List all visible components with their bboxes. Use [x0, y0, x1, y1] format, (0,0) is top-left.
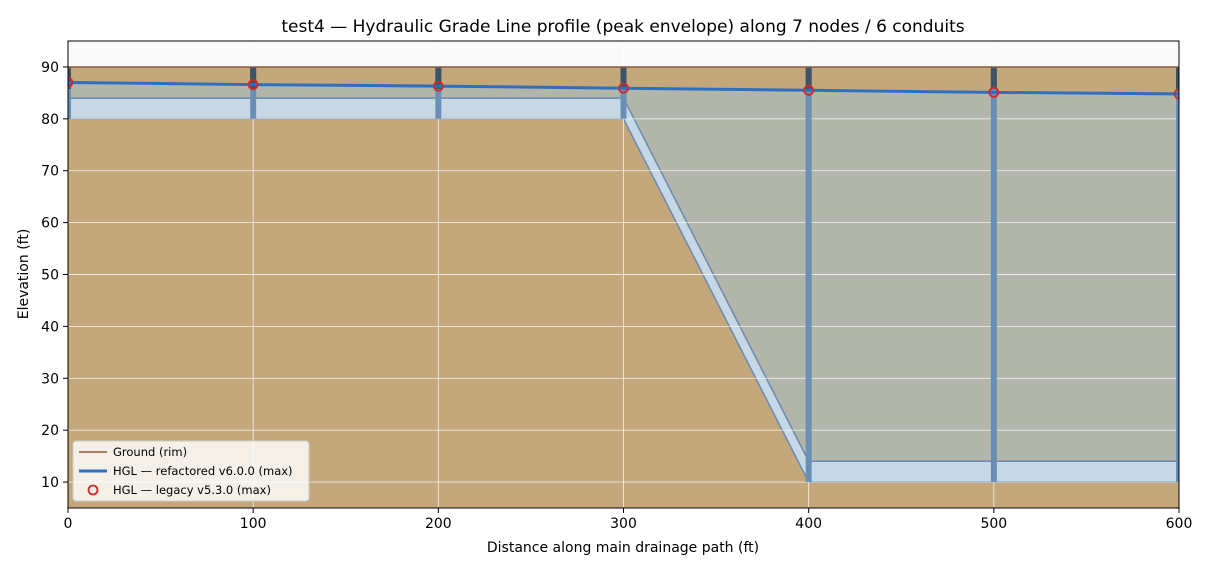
water-fill — [68, 82, 1179, 462]
node-top — [620, 66, 627, 89]
conduit — [993, 460, 1179, 483]
hgl-legacy-marker — [1173, 88, 1179, 100]
conduit — [68, 97, 254, 120]
y-tick-label: 20 — [41, 423, 59, 439]
x-tick-label: 600 — [1166, 516, 1193, 532]
x-tick-label: 500 — [980, 516, 1007, 532]
conduit — [437, 97, 625, 120]
hgl-legacy-marker — [803, 84, 815, 96]
y-tick-label: 30 — [41, 371, 59, 387]
hgl-legacy-marker — [988, 86, 1000, 98]
node-shaft — [250, 66, 257, 119]
legend-box — [72, 440, 310, 502]
node-top — [805, 66, 812, 89]
node-shaft — [805, 66, 812, 483]
legend-swatch-hgl-legacy — [87, 484, 99, 496]
hgl-legacy-marker — [618, 82, 629, 94]
chart-title: test4 — Hydraulic Grade Line profile (pe… — [281, 17, 964, 37]
hgl-refactored-line — [68, 81, 1179, 96]
conduit — [252, 97, 440, 120]
hgl-legacy-marker — [68, 77, 74, 88]
x-axis-label: Distance along main drainage path (ft) — [487, 540, 759, 556]
y-tick-label: 90 — [41, 60, 59, 76]
node-shaft — [435, 66, 442, 119]
node-top — [250, 66, 257, 89]
x-tick-label: 400 — [795, 516, 822, 532]
conduit — [807, 460, 995, 483]
x-tick-label: 300 — [610, 516, 637, 532]
x-tick-label: 0 — [64, 516, 73, 532]
legend-label: Ground (rim) — [113, 445, 187, 459]
node-shaft — [990, 66, 997, 483]
node-shaft — [68, 66, 71, 119]
legend: Ground (rim) HGL — refactored v6.0.0 (max… — [72, 440, 310, 502]
y-tick-label: 10 — [41, 475, 59, 491]
legend-label: HGL — legacy v5.3.0 (max) — [113, 483, 271, 497]
y-axis-label: Elevation (ft) — [16, 229, 32, 320]
hgl-legacy-marker — [247, 79, 259, 90]
x-tick-label: 100 — [240, 516, 267, 532]
y-tick-label: 60 — [41, 216, 59, 232]
x-tick-label: 200 — [425, 516, 452, 532]
y-tick-label: 50 — [41, 268, 59, 284]
y-tick-label: 40 — [41, 319, 59, 335]
hgl-legacy-marker — [432, 80, 444, 92]
plot-area — [68, 41, 1179, 508]
y-tick-label: 70 — [41, 164, 59, 180]
node-top — [1176, 66, 1179, 89]
node-shaft — [1176, 66, 1179, 483]
legend-label: HGL — refactored v6.0.0 (max) — [113, 464, 293, 478]
node-top — [435, 66, 442, 89]
y-tick-label: 80 — [41, 112, 59, 128]
node-top — [990, 66, 997, 89]
axes: 0 100 200 300 400 500 600 10 20 30 40 50 60 70 80 90 — [41, 40, 1193, 532]
